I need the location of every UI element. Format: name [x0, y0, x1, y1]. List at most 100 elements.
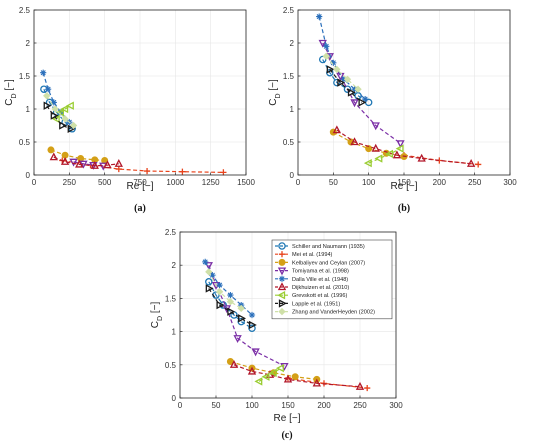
- data-point: [60, 156, 70, 165]
- data-point: [350, 99, 359, 108]
- legend-entry: Schiller and Naumann (1935): [275, 242, 365, 250]
- y-tick-label: 2: [26, 39, 31, 48]
- y-tick-label: 1.5: [19, 72, 31, 81]
- data-point: [350, 137, 359, 146]
- series-b-8: [322, 52, 362, 93]
- legend-entry: Mei et al. (1994): [275, 251, 333, 258]
- series-line: [230, 360, 317, 380]
- data-point: [50, 111, 59, 120]
- data-point: [347, 88, 356, 97]
- data-point: [67, 124, 76, 133]
- series-a-5: [49, 152, 123, 169]
- panel-label-a: (a): [134, 203, 146, 214]
- data-point: [49, 152, 58, 161]
- series-line: [208, 281, 253, 329]
- legend-label: Schiller and Naumann (1935): [292, 244, 365, 250]
- series-line: [258, 367, 282, 382]
- data-point: [275, 363, 284, 373]
- data-point: [312, 378, 321, 387]
- series-line: [336, 129, 472, 165]
- legend-swatch-marker: [278, 251, 286, 258]
- series-c-5: [229, 359, 365, 390]
- legend-label: Kelbaliyev and Ceylan (2007): [292, 260, 365, 266]
- y-tick-label: 0.5: [19, 138, 31, 147]
- data-point: [143, 167, 151, 175]
- data-point: [326, 65, 335, 74]
- data-point: [268, 368, 277, 377]
- axes-frame-a: [33, 9, 247, 176]
- data-point: [365, 145, 373, 153]
- legend-swatch-marker: [278, 299, 287, 308]
- xlabel-b: Re [−]: [391, 181, 418, 192]
- x-tick-label: 100: [362, 178, 376, 187]
- legend-swatch-marker: [278, 242, 286, 250]
- y-tick-label: 2: [172, 261, 177, 270]
- data-point: [50, 99, 57, 106]
- data-point: [233, 335, 242, 344]
- legend-entry: Lapple et al. (1951): [275, 299, 340, 308]
- data-point: [395, 144, 404, 153]
- series-line: [368, 148, 401, 164]
- legend-label: Dalla Ville et al. (1948): [292, 277, 348, 283]
- data-point: [362, 96, 369, 103]
- y-tick-label: 2: [290, 39, 295, 48]
- series-b-5: [332, 125, 476, 167]
- x-tick-label: 0: [178, 401, 183, 410]
- x-tick-label: 300: [389, 401, 403, 410]
- panel-label-c: (c): [281, 430, 292, 441]
- data-point: [61, 115, 69, 123]
- data-point: [323, 43, 330, 50]
- legend-swatch-marker: [277, 291, 286, 300]
- ylabel-b: CD [−]: [268, 79, 282, 106]
- legend-entry: Dalla Ville et al. (1948): [275, 275, 348, 283]
- legend-swatch-marker: [278, 258, 286, 266]
- axes-frame-c: [179, 231, 397, 399]
- legend-label: Dijkhuizen et al. (2010): [292, 285, 349, 291]
- series-b-7: [326, 65, 367, 107]
- x-tick-label: 50: [212, 401, 221, 410]
- legend-label: Zhang and VanderHeyden (2002): [292, 310, 375, 316]
- legend-box: [271, 239, 393, 320]
- data-point: [343, 75, 352, 83]
- x-tick-label: 1000: [166, 178, 184, 187]
- y-tick-label: 2.5: [19, 6, 31, 15]
- x-tick-label: 250: [63, 178, 77, 187]
- x-tick-label: 500: [98, 178, 112, 187]
- data-point: [47, 146, 55, 154]
- data-point: [254, 377, 263, 386]
- data-point: [60, 104, 69, 114]
- data-point: [103, 160, 112, 169]
- x-tick-label: 1250: [202, 178, 220, 187]
- data-point: [318, 39, 327, 48]
- data-point: [226, 298, 235, 306]
- data-point: [220, 169, 227, 176]
- legend-swatch-marker: [278, 307, 286, 316]
- x-tick-label: 250: [468, 178, 482, 187]
- data-point: [343, 85, 352, 93]
- series-line: [46, 95, 74, 126]
- y-tick-label: 2.5: [165, 228, 177, 237]
- data-point: [51, 114, 60, 124]
- series-c-7: [205, 284, 257, 330]
- series-a-2: [47, 146, 109, 164]
- data-point: [330, 59, 337, 66]
- data-point: [251, 348, 260, 357]
- data-point: [40, 69, 47, 76]
- data-point: [316, 13, 323, 20]
- data-point: [179, 168, 186, 175]
- x-tick-label: 0: [32, 178, 37, 187]
- axes-frame-b: [297, 9, 511, 176]
- y-tick-label: 1.5: [165, 294, 177, 303]
- data-point: [371, 122, 380, 131]
- data-point: [205, 278, 213, 286]
- series-a-8: [43, 92, 78, 130]
- legend-label: Grevskott et al. (1996): [292, 293, 347, 299]
- x-tick-label: 50: [329, 178, 338, 187]
- panel-b: 0 50 100 150 200 250 300 0 0.5 1 1.5 2 2.5 CD [−] Re …: [268, 6, 517, 214]
- data-point: [385, 149, 393, 159]
- data-point: [261, 372, 270, 381]
- data-point: [205, 284, 214, 293]
- data-point: [332, 125, 342, 134]
- series-line: [329, 69, 363, 103]
- series-a-7: [43, 101, 76, 133]
